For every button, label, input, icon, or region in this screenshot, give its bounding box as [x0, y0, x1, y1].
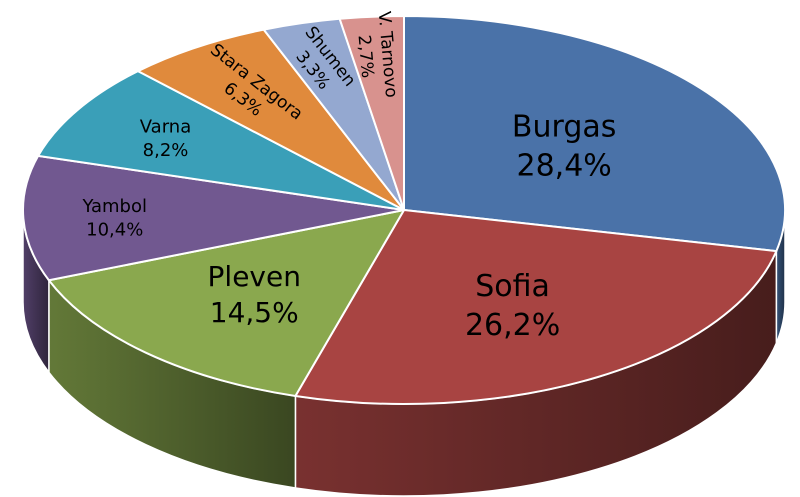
pie-slice-sofia — [294, 209, 778, 405]
pie-slice-varna — [37, 70, 405, 211]
pie-slice-yambol — [22, 154, 405, 282]
pie-slice-v-tarnovo — [338, 14, 405, 211]
slice-value-v-tarnovo: 2,7% — [354, 34, 378, 79]
pie-slice-pleven — [47, 209, 405, 397]
slice-value-burgas: 28,4% — [517, 149, 612, 184]
slice-label-yambol: Yambol — [81, 196, 147, 217]
slice-value-yambol: 10,4% — [86, 219, 143, 240]
data-label-sofia: Sofia 26,2% — [465, 269, 560, 343]
slice-label-sofia: Sofia — [475, 269, 550, 304]
slice-value-varna: 8,2% — [143, 140, 189, 161]
slice-label-pleven: Pleven — [208, 260, 301, 293]
pie-slice-stara-zagora — [137, 28, 405, 211]
slice-value-pleven: 14,5% — [210, 296, 299, 329]
pie-slice-burgas — [403, 15, 787, 253]
data-label-burgas: Burgas 28,4% — [512, 110, 616, 184]
pie-top — [22, 14, 787, 405]
slice-value-sofia: 26,2% — [465, 308, 560, 343]
slice-label-varna: Varna — [140, 117, 191, 138]
slice-label-burgas: Burgas — [512, 110, 616, 145]
